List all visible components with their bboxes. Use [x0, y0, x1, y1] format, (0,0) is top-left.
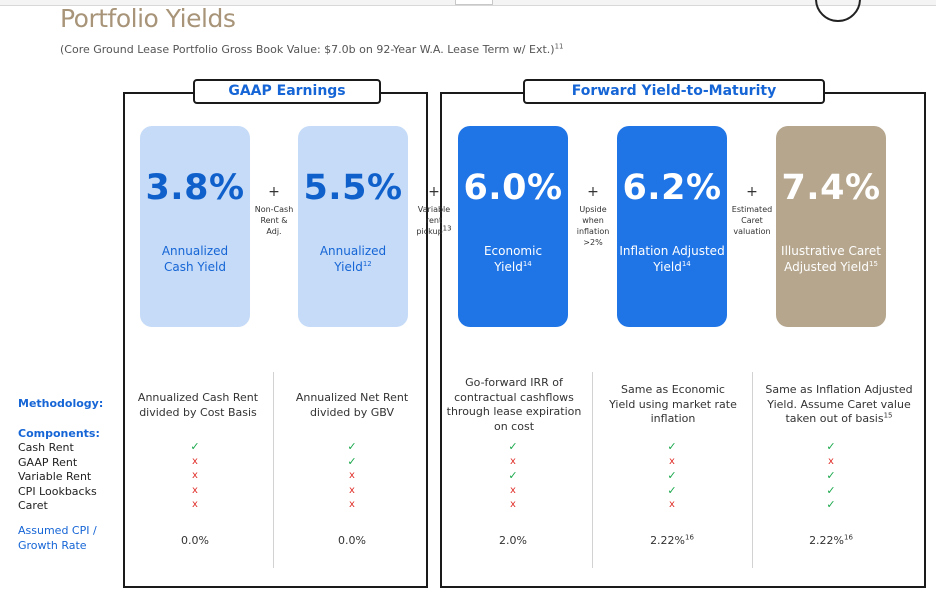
methodology-label: Methodology: [18, 397, 104, 410]
component-mark: x [510, 455, 516, 467]
column-divider [752, 372, 753, 568]
component-mark: x [192, 470, 198, 481]
component-mark: ✓ [667, 469, 677, 482]
components-label: Components: [18, 427, 100, 440]
methodology-economic-yield: Go-forward IRR of contractual cashflows th… [446, 376, 582, 433]
gaap-rent-label: GAAP Rent [18, 455, 78, 469]
card-value: 6.0% [463, 168, 563, 208]
component-mark: ✓ [826, 483, 836, 497]
components-cash-yield: ✓ x x x x [185, 440, 205, 513]
connector-non-cash-rent: + Non-Cash Rent & Adj. [251, 184, 297, 237]
window-top-bar [0, 0, 936, 6]
inflation-adjusted-yield-card: 6.2% Inflation Adjusted Yield14 [617, 126, 727, 327]
column-divider [273, 372, 274, 568]
connector-variable-rent: + Variable rent pickup13 [411, 184, 457, 237]
component-mark: ✓ [826, 469, 836, 482]
economic-yield-card: 6.0% Economic Yield14 [458, 126, 568, 327]
plus-icon: + [428, 184, 440, 200]
footnote-ref: 11 [554, 42, 564, 51]
methodology-inflation-adjusted: Same as Economic Yield using market rate i… [609, 383, 737, 425]
gaap-earnings-heading: GAAP Earnings [193, 79, 381, 104]
component-mark: ✓ [667, 440, 677, 453]
component-mark: x [828, 455, 834, 467]
component-mark: ✓ [508, 440, 518, 453]
scroll-handle[interactable] [455, 0, 493, 5]
component-mark: x [192, 484, 198, 496]
card-label: Illustrative Caret Adjusted Yield15 [781, 244, 881, 274]
connector-caret-valuation: + Estimated Caret valuation [729, 184, 775, 237]
component-mark: ✓ [826, 440, 836, 453]
methodology-cash-yield: Annualized Cash Rent divided by Cost Basi… [137, 391, 259, 419]
annualized-yield-card: 5.5% Annualized Yield12 [298, 126, 408, 327]
component-mark: x [349, 499, 355, 510]
cpi-cash-yield: 0.0% [181, 534, 209, 547]
components-annualized-yield: ✓ ✓ x x x [342, 440, 362, 513]
component-mark: x [349, 470, 355, 481]
component-mark: ✓ [508, 469, 518, 482]
component-mark: x [192, 455, 198, 467]
assumed-cpi-label: Assumed CPI / Growth Rate [18, 524, 97, 552]
component-mark: ✓ [347, 440, 357, 453]
component-mark: ✓ [826, 498, 836, 511]
forward-yield-heading: Forward Yield-to-Maturity [523, 79, 825, 104]
card-value: 3.8% [145, 168, 245, 208]
component-mark: x [669, 455, 675, 467]
cpi-annualized-yield: 0.0% [338, 534, 366, 547]
component-mark: ✓ [347, 454, 357, 468]
plus-icon: + [587, 184, 599, 200]
component-mark: ✓ [667, 483, 677, 497]
connector-upside-inflation: + Upside when inflation >2% [572, 184, 614, 248]
methodology-caret-adjusted: Same as Inflation Adjusted Yield. Assume … [765, 383, 913, 425]
logo-circle-icon [815, 0, 861, 22]
cpi-inflation-adjusted: 2.22%16 [650, 533, 694, 547]
component-mark: x [192, 499, 198, 510]
cpi-lookbacks-label: CPI Lookbacks [18, 484, 97, 498]
card-label: Economic Yield14 [483, 244, 543, 274]
cash-rent-label: Cash Rent [18, 441, 74, 454]
components-caret-adjusted: ✓ x ✓ ✓ ✓ [821, 440, 841, 513]
methodology-annualized-yield: Annualized Net Rent divided by GBV [295, 391, 409, 419]
cash-yield-card: 3.8% Annualized Cash Yield [140, 126, 250, 327]
component-mark: x [510, 484, 516, 496]
cpi-caret-adjusted: 2.22%16 [809, 533, 853, 547]
cpi-economic-yield: 2.0% [499, 534, 527, 547]
component-mark: ✓ [190, 440, 200, 453]
plus-icon: + [268, 184, 280, 200]
component-mark: x [349, 484, 355, 496]
variable-rent-label: Variable Rent [18, 470, 92, 483]
card-label: Inflation Adjusted Yield14 [619, 244, 725, 274]
caret-label: Caret [18, 499, 48, 512]
component-mark: x [669, 499, 675, 510]
card-value: 6.2% [622, 168, 722, 208]
component-mark: x [510, 499, 516, 510]
card-label: Annualized Yield12 [319, 244, 387, 274]
column-divider [592, 372, 593, 568]
components-economic-yield: ✓ x ✓ x x [503, 440, 523, 513]
components-inflation-adjusted: ✓ x ✓ ✓ x [662, 440, 682, 513]
page-subtitle: (Core Ground Lease Portfolio Gross Book … [60, 42, 564, 56]
card-value: 5.5% [303, 168, 403, 208]
caret-adjusted-yield-card: 7.4% Illustrative Caret Adjusted Yield15 [776, 126, 886, 327]
page-title: Portfolio Yields [60, 4, 236, 33]
card-value: 7.4% [781, 168, 881, 208]
plus-icon: + [746, 184, 758, 200]
card-label: Annualized Cash Yield [161, 244, 229, 274]
